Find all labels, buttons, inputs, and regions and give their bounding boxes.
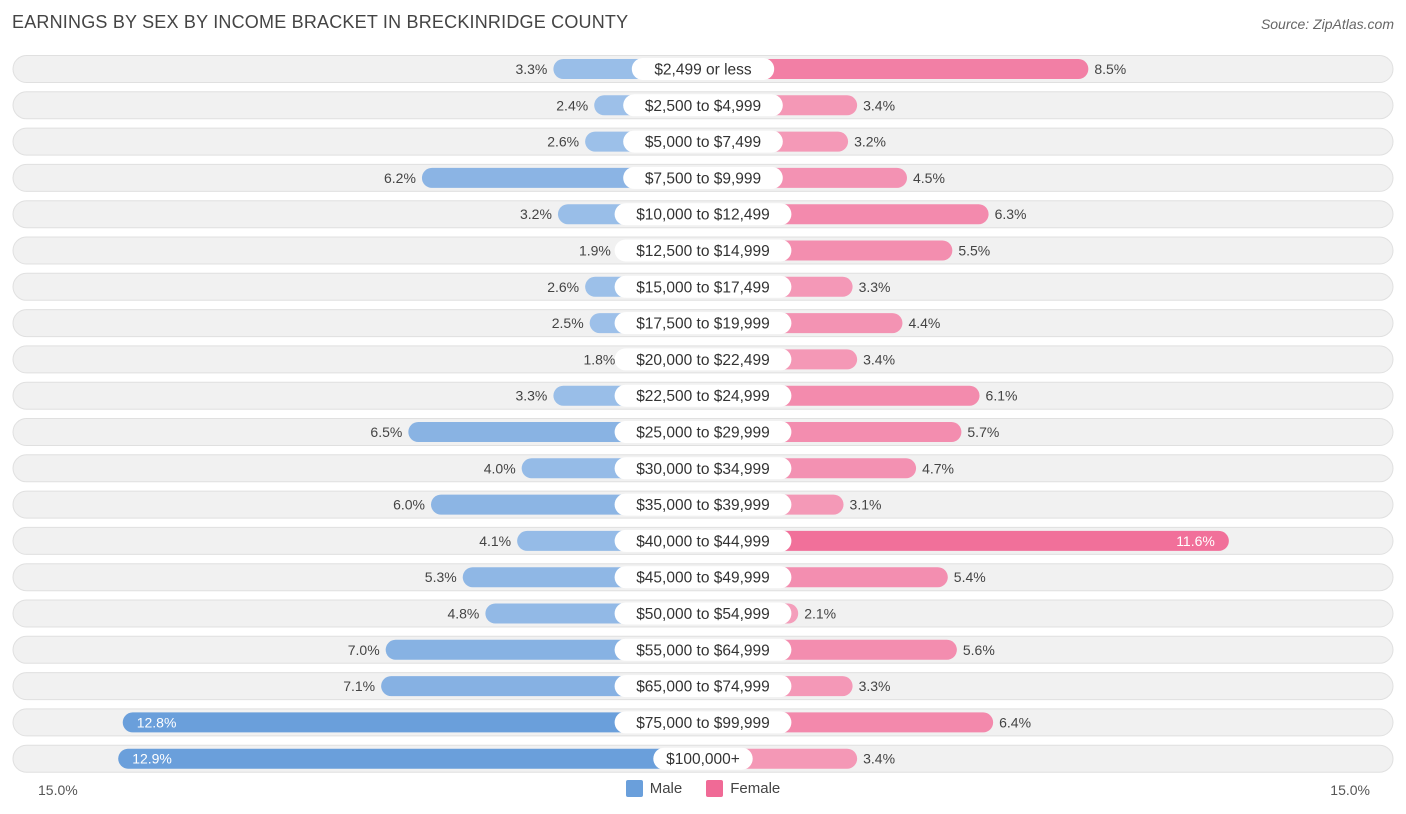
- category-pill: [623, 94, 783, 117]
- male-bar: [122, 712, 703, 733]
- male-value-label: 7.0%: [348, 642, 380, 658]
- male-value-label: 6.5%: [370, 424, 402, 440]
- category-label: $15,000 to $17,499: [636, 279, 770, 296]
- female-value-label: 3.4%: [863, 97, 895, 113]
- male-value-label: 5.3%: [425, 569, 457, 585]
- male-value-label: 12.8%: [137, 714, 177, 730]
- female-value-label: 3.4%: [863, 751, 895, 767]
- male-value-label: 3.3%: [515, 388, 547, 404]
- axis-left-label: 15.0%: [38, 782, 78, 798]
- chart-title: EARNINGS BY SEX BY INCOME BRACKET IN BRE…: [12, 12, 629, 32]
- male-value-label: 3.2%: [520, 206, 552, 222]
- category-label: $20,000 to $22,499: [636, 352, 770, 369]
- category-pill: [614, 566, 792, 589]
- female-value-label: 3.1%: [850, 497, 882, 513]
- category-pill: [614, 275, 792, 298]
- category-label: $25,000 to $29,999: [636, 425, 770, 442]
- category-label: $10,000 to $12,499: [636, 207, 770, 224]
- female-value-label: 4.4%: [908, 315, 940, 331]
- category-pill: [614, 675, 792, 698]
- category-pill: [614, 384, 792, 407]
- category-pill: [614, 421, 792, 443]
- female-value-label: 5.7%: [967, 424, 999, 440]
- female-value-label: 5.4%: [954, 569, 986, 585]
- category-label: $30,000 to $34,999: [636, 461, 770, 478]
- category-label: $75,000 to $99,999: [636, 715, 770, 732]
- male-swatch-icon: [625, 780, 643, 797]
- female-value-label: 6.1%: [986, 388, 1018, 404]
- category-label: $45,000 to $49,999: [636, 570, 770, 587]
- category-pill: [614, 529, 792, 552]
- category-label: $55,000 to $64,999: [636, 642, 770, 659]
- female-value-label: 5.6%: [963, 642, 995, 658]
- category-pill: [614, 239, 792, 262]
- category-label: $12,500 to $14,999: [636, 243, 770, 260]
- female-value-label: 3.4%: [863, 351, 895, 367]
- category-pill: [623, 166, 783, 189]
- female-value-label: 3.2%: [854, 134, 886, 150]
- male-value-label: 4.1%: [479, 533, 511, 549]
- category-pill: [614, 602, 792, 625]
- female-value-label: 3.3%: [859, 678, 891, 694]
- male-value-label: 4.8%: [447, 606, 479, 622]
- legend-label-male: Male: [649, 780, 683, 797]
- male-value-label: 6.2%: [384, 170, 416, 186]
- male-value-label: 2.4%: [556, 97, 588, 113]
- legend-item-female[interactable]: Female: [706, 780, 780, 797]
- female-value-label: 4.7%: [922, 460, 954, 476]
- category-pill: [614, 711, 792, 734]
- category-label: $17,500 to $19,999: [636, 316, 770, 333]
- female-value-label: 8.5%: [1094, 61, 1126, 77]
- category-label: $2,499 or less: [654, 62, 752, 79]
- category-pill: [631, 58, 775, 80]
- female-bar: [703, 530, 1229, 551]
- category-pill: [614, 312, 792, 335]
- female-value-label: 3.3%: [859, 279, 891, 295]
- male-value-label: 7.1%: [343, 678, 375, 694]
- legend-label-female: Female: [730, 780, 781, 797]
- female-value-label: 5.5%: [958, 243, 990, 259]
- male-value-label: 2.6%: [547, 279, 579, 295]
- legend-item-male[interactable]: Male: [625, 780, 683, 797]
- male-value-label: 1.9%: [579, 243, 611, 259]
- category-label: $50,000 to $54,999: [636, 606, 770, 623]
- male-value-label: 2.6%: [547, 134, 579, 150]
- category-pill: [614, 493, 792, 516]
- category-pill: [623, 130, 783, 153]
- category-pill: [614, 457, 792, 480]
- male-value-label: 2.5%: [552, 315, 584, 331]
- female-value-label: 11.6%: [1176, 533, 1215, 549]
- female-value-label: 4.5%: [913, 170, 945, 186]
- category-label: $65,000 to $74,999: [636, 679, 770, 696]
- category-label: $100,000+: [666, 751, 740, 768]
- legend: Male Female: [0, 780, 1406, 797]
- category-label: $40,000 to $44,999: [636, 533, 770, 550]
- female-value-label: 6.3%: [995, 206, 1027, 222]
- source-label: Source: ZipAtlas.com: [1260, 16, 1394, 32]
- category-label: $5,000 to $7,499: [645, 134, 761, 151]
- female-swatch-icon: [706, 780, 724, 797]
- category-pill: [653, 747, 753, 770]
- male-value-label: 6.0%: [393, 497, 425, 513]
- male-value-label: 1.8%: [583, 351, 615, 367]
- category-label: $22,500 to $24,999: [636, 388, 770, 405]
- male-bar: [118, 748, 703, 769]
- category-label: $2,500 to $4,999: [645, 98, 761, 115]
- female-value-label: 6.4%: [999, 714, 1031, 730]
- category-pill: [614, 348, 792, 371]
- female-value-label: 2.1%: [804, 606, 836, 622]
- category-label: $35,000 to $39,999: [636, 497, 770, 514]
- axis-right-label: 15.0%: [1330, 782, 1370, 798]
- female-bar: [703, 59, 1089, 79]
- male-value-label: 4.0%: [484, 460, 516, 476]
- male-value-label: 3.3%: [515, 61, 547, 77]
- category-pill: [614, 203, 792, 226]
- category-label: $7,500 to $9,999: [645, 170, 761, 187]
- category-pill: [614, 638, 792, 661]
- male-value-label: 12.9%: [132, 751, 172, 767]
